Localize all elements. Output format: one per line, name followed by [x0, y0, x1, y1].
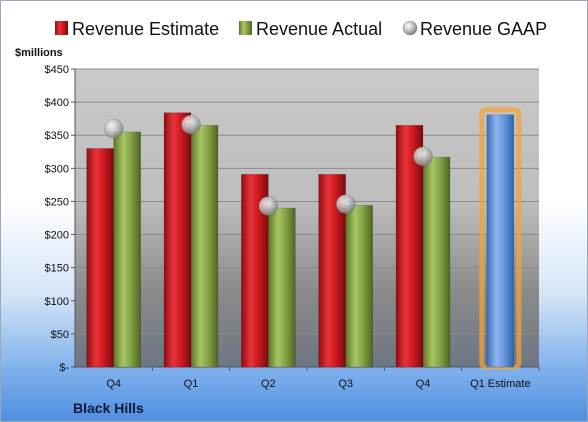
- marker-revenue-gaap-3: [335, 194, 356, 214]
- x-tick-label: Q2: [261, 378, 276, 390]
- y-tick-label: $250: [45, 196, 69, 208]
- x-tick-label: Q1 Estimate: [470, 378, 531, 390]
- bar-revenue-estimate-0: [86, 148, 114, 368]
- bar-revenue-estimate-1: [163, 112, 192, 368]
- chart-legend: Revenue Estimate Revenue Actual Revenue GA…: [55, 19, 547, 39]
- legend-label-revenue-actual: Revenue Actual: [256, 19, 382, 39]
- y-tick-label: $200: [45, 230, 69, 242]
- y-tick-label: $300: [45, 163, 69, 175]
- x-tick-label: Q4: [416, 378, 431, 390]
- gaap-markers: [103, 114, 433, 216]
- gridlines: [75, 68, 539, 368]
- bar-revenue-actual-2: [268, 207, 296, 368]
- company-name: Black Hills: [73, 400, 144, 416]
- marker-revenue-gaap-4: [413, 146, 433, 167]
- x-axis: Q4 Q1 Q2 Q3 Q4 Q1 Estimate: [75, 366, 540, 390]
- bar-revenue-actual-4: [422, 156, 451, 368]
- marker-revenue-gaap-2: [258, 196, 279, 216]
- legend-label-revenue-estimate: Revenue Estimate: [72, 19, 219, 39]
- x-tick-label: Q1: [184, 378, 199, 390]
- y-tick-label: $450: [45, 64, 69, 76]
- bar-revenue-actual-0: [113, 131, 141, 368]
- marker-revenue-gaap-0: [103, 118, 124, 139]
- y-tick-label: $-: [59, 362, 69, 374]
- y-axis: $- $50 $100 $150 $200 $250 $300 $350 $400 $450: [45, 64, 76, 374]
- y-tick-label: $50: [51, 329, 69, 341]
- bar-revenue-estimate-4: [395, 125, 424, 368]
- y-unit-label: $millions: [15, 47, 63, 59]
- bar-q1-estimate-5: [486, 114, 515, 368]
- legend-swatch-revenue-actual: [239, 21, 252, 35]
- x-tick-label: Q3: [338, 378, 353, 390]
- bars: [86, 107, 522, 370]
- y-tick-label: $100: [45, 296, 69, 308]
- plot-area: [75, 69, 539, 367]
- y-tick-label: $350: [45, 130, 69, 142]
- bar-revenue-actual-1: [190, 125, 219, 368]
- y-tick-label: $400: [45, 97, 69, 109]
- legend-swatch-revenue-estimate: [55, 21, 68, 35]
- y-tick-label: $150: [45, 263, 69, 275]
- legend-label-revenue-gaap: Revenue GAAP: [420, 19, 547, 39]
- bar-revenue-actual-3: [345, 205, 373, 368]
- x-tick-label: Q4: [106, 378, 121, 390]
- legend-swatch-revenue-gaap: [402, 20, 418, 36]
- marker-revenue-gaap-1: [181, 114, 201, 135]
